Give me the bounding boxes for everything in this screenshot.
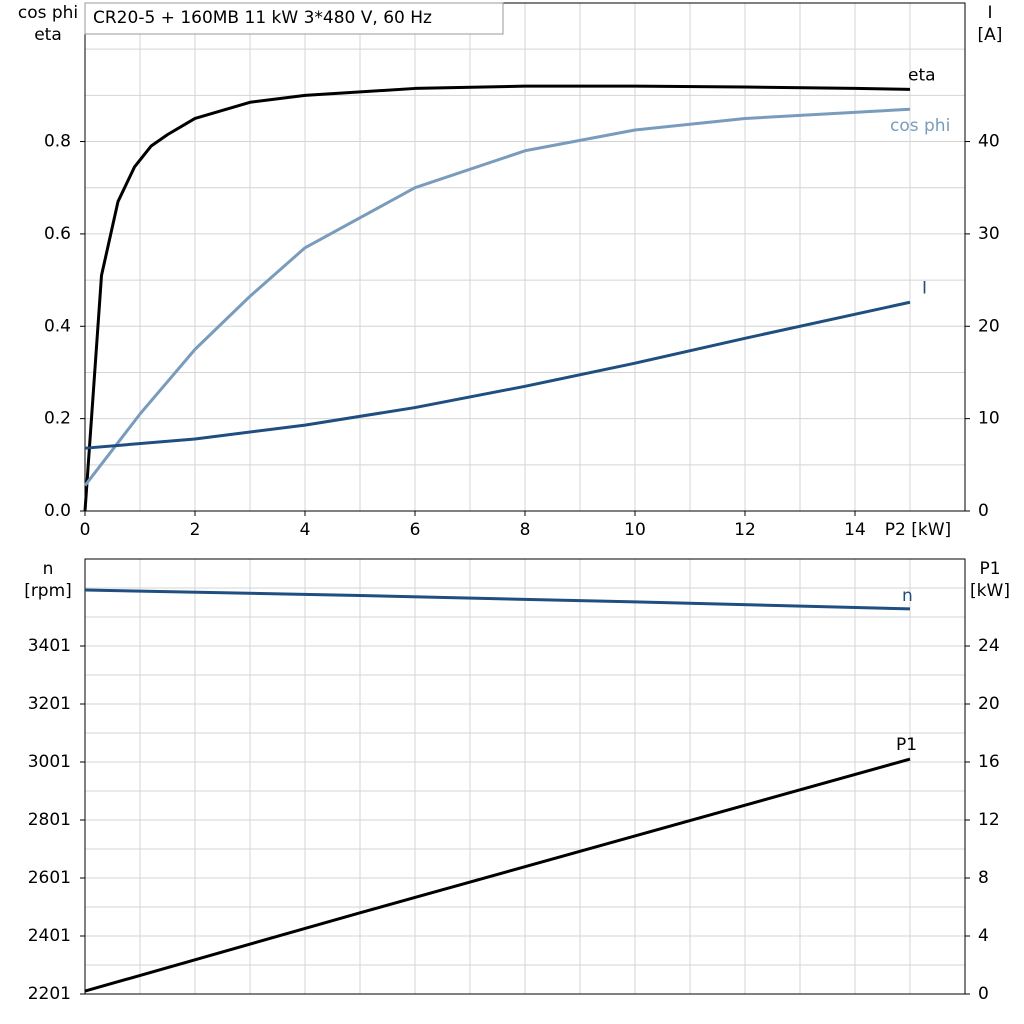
plot-frame bbox=[84, 2, 966, 512]
x-axis-label: P2 [kW] bbox=[885, 520, 951, 540]
series-line bbox=[83, 107, 911, 487]
x-tick-label: 2 bbox=[190, 520, 201, 540]
x-tick-label: 14 bbox=[844, 520, 866, 540]
x-tick-label: 12 bbox=[734, 520, 756, 540]
series-label: eta bbox=[908, 65, 936, 85]
y2-tick-label: 20 bbox=[978, 694, 1000, 714]
y2-tick-label: 30 bbox=[978, 224, 1000, 244]
plot-frame bbox=[84, 558, 966, 995]
y-axis-label: eta bbox=[34, 25, 62, 45]
y-tick-label: 0.6 bbox=[44, 224, 71, 244]
y-tick-label: 2801 bbox=[28, 810, 71, 830]
series-line bbox=[84, 300, 911, 450]
y-tick-label: 3401 bbox=[28, 636, 71, 656]
series-label: n bbox=[902, 586, 913, 606]
y2-tick-label: 20 bbox=[978, 316, 1000, 336]
y2-tick-label: 12 bbox=[978, 810, 1000, 830]
y-tick-label: 3001 bbox=[28, 752, 71, 772]
y-tick-label: 2201 bbox=[28, 984, 71, 1004]
x-tick-label: 6 bbox=[410, 520, 421, 540]
y-tick-label: 0.4 bbox=[44, 316, 71, 336]
y2-tick-label: 16 bbox=[978, 752, 1000, 772]
series-line bbox=[83, 84, 911, 512]
y-axis-label: n bbox=[43, 559, 54, 579]
x-tick-label: 4 bbox=[300, 520, 311, 540]
y-tick-label: 0.8 bbox=[44, 132, 71, 152]
y-tick-label: 3201 bbox=[28, 694, 71, 714]
y2-tick-label: 8 bbox=[978, 868, 989, 888]
y2-axis-label: I bbox=[987, 3, 992, 23]
y2-tick-label: 40 bbox=[978, 132, 1000, 152]
title-box bbox=[84, 2, 504, 35]
y-tick-label: 2401 bbox=[28, 926, 71, 946]
chart-title: CR20-5 + 160MB 11 kW 3*480 V, 60 Hz bbox=[93, 8, 432, 28]
x-tick-label: 10 bbox=[624, 520, 646, 540]
y2-axis-label: [A] bbox=[978, 25, 1003, 45]
y-axis-label: cos phi bbox=[18, 3, 78, 23]
series-label: P1 bbox=[896, 735, 917, 755]
y2-tick-label: 10 bbox=[978, 409, 1000, 429]
y2-axis-label: [kW] bbox=[970, 581, 1010, 601]
y2-tick-label: 0 bbox=[978, 984, 989, 1004]
x-tick-label: 0 bbox=[80, 520, 91, 540]
y-tick-label: 2601 bbox=[28, 868, 71, 888]
x-tick-label: 8 bbox=[520, 520, 531, 540]
series-line bbox=[84, 588, 911, 611]
y-tick-label: 0.0 bbox=[44, 501, 71, 521]
y2-tick-label: 24 bbox=[978, 636, 1000, 656]
y2-tick-label: 4 bbox=[978, 926, 989, 946]
series-label: cos phi bbox=[890, 116, 950, 136]
y2-axis-label: P1 bbox=[979, 559, 1000, 579]
series-line bbox=[84, 757, 911, 993]
y-tick-label: 0.2 bbox=[44, 409, 71, 429]
series-label: I bbox=[922, 278, 927, 298]
y2-tick-label: 0 bbox=[978, 501, 989, 521]
y-axis-label: [rpm] bbox=[24, 581, 72, 601]
